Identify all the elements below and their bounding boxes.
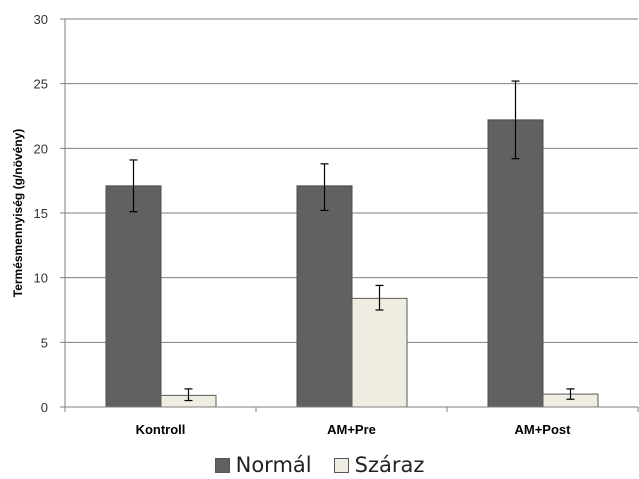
legend-label-szaraz: Száraz	[354, 453, 425, 477]
y-tick-label: 30	[34, 12, 48, 27]
bars	[105, 119, 599, 408]
legend-item-normal: Normál	[214, 453, 312, 477]
error-bars	[129, 80, 575, 402]
y-tick-label: 15	[34, 206, 48, 221]
x-category-label: AM+Post	[515, 422, 572, 437]
x-category-labels: Kontroll AM+Pre AM+Post	[136, 422, 572, 437]
x-category-label: AM+Pre	[327, 422, 376, 437]
y-tick-label: 10	[34, 271, 48, 286]
bar-chart: 0 5 10 15 20 25 30 Kontroll AM+Pre AM+Post Termé…	[11, 12, 639, 437]
legend-swatch-normal	[214, 457, 230, 473]
legend-label-normal: Normál	[235, 453, 312, 477]
legend-item-szaraz: Száraz	[333, 453, 425, 477]
axes	[60, 18, 639, 412]
legend-swatch-szaraz	[333, 457, 349, 473]
y-tick-labels: 0 5 10 15 20 25 30	[34, 12, 48, 415]
y-tick-label: 25	[34, 77, 48, 92]
bar	[105, 185, 162, 408]
y-tick-label: 20	[34, 141, 48, 156]
legend: Normál Száraz	[0, 452, 639, 478]
bar	[296, 185, 353, 408]
y-tick-label: 5	[41, 335, 48, 350]
x-category-label: Kontroll	[136, 422, 186, 437]
bar	[487, 119, 544, 408]
y-axis-title: Termésmennyiség (g/növény)	[11, 129, 25, 298]
bar	[351, 297, 408, 408]
y-tick-label: 0	[41, 400, 48, 415]
